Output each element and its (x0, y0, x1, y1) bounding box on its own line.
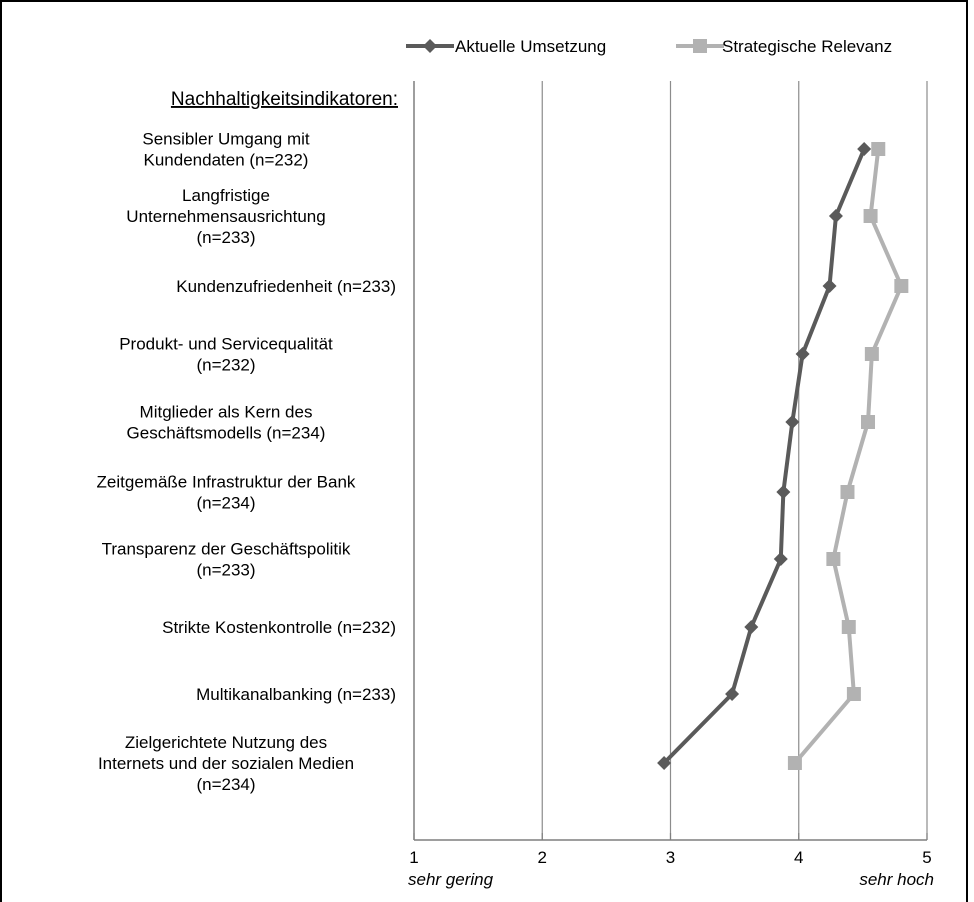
category-label-3: Kundenzufriedenheit (n=233) (176, 277, 396, 296)
point-0-10 (657, 756, 672, 770)
point-0-9 (725, 687, 740, 701)
point-0-6 (776, 485, 791, 499)
x-tick-label-1: 1 (409, 848, 418, 867)
x-tick-label-2: 2 (538, 848, 547, 867)
point-0-2 (828, 209, 843, 223)
point-1-7 (826, 552, 841, 566)
series-line-1 (793, 148, 904, 765)
point-1-9 (846, 687, 861, 701)
x-tick-label-5: 5 (922, 848, 931, 867)
category-label-1: Sensibler Umgang mit Kundendaten (n=232) (142, 130, 310, 170)
point-0-1 (857, 142, 872, 156)
category-label-8: Strikte Kostenkontrolle (n=232) (162, 618, 396, 637)
category-labels: Sensibler Umgang mit Kundendaten (n=232) L… (97, 130, 396, 795)
point-1-3 (894, 279, 909, 293)
x-tick-label-4: 4 (794, 848, 803, 867)
category-header: Nachhaltigkeitsindikatoren: (171, 89, 398, 110)
category-label-6: Zeitgemäße Infrastruktur der Bank (n=234) (97, 473, 356, 513)
legend-label-1: Strategische Relevanz (722, 37, 892, 56)
legend-marker-1 (693, 39, 707, 53)
legend: Aktuelle Umsetzung Strategische Relevanz (406, 37, 892, 56)
point-0-8 (744, 620, 759, 634)
point-0-4 (795, 347, 810, 361)
point-1-10 (787, 756, 802, 770)
point-1-4 (864, 347, 879, 361)
series-line-0 (662, 148, 867, 765)
point-0-5 (785, 415, 800, 429)
series (657, 142, 909, 770)
point-1-5 (861, 415, 876, 429)
category-label-2: Langfristige Unternehmensausrichtung (n=23… (126, 186, 325, 247)
x-tick-sublabel-5: sehr hoch (859, 870, 934, 889)
series-0 (657, 142, 872, 770)
category-label-10: Zielgerichtete Nutzung des Internets und … (98, 733, 354, 794)
x-axis-ticks: 1 sehr gering 2 3 4 5 sehr hoch (408, 848, 934, 889)
point-0-3 (822, 279, 837, 293)
category-label-4: Produkt- und Servicequalität (n=232) (119, 335, 333, 375)
point-1-6 (840, 485, 855, 499)
grid-lines (413, 81, 928, 841)
legend-label-0: Aktuelle Umsetzung (455, 37, 606, 56)
x-tick-label-3: 3 (666, 848, 675, 867)
category-label-9: Multikanalbanking (n=233) (196, 685, 396, 704)
x-tick-sublabel-1: sehr gering (408, 870, 494, 889)
category-label-5: Mitglieder als Kern des Geschäftsmodells … (127, 403, 326, 443)
legend-marker-0 (423, 39, 437, 53)
point-1-2 (863, 209, 878, 223)
series-1 (787, 142, 909, 770)
point-1-8 (841, 620, 856, 634)
category-label-7: Transparenz der Geschäftspolitik (n=233) (102, 540, 351, 580)
point-1-1 (871, 142, 886, 156)
point-0-7 (773, 552, 788, 566)
